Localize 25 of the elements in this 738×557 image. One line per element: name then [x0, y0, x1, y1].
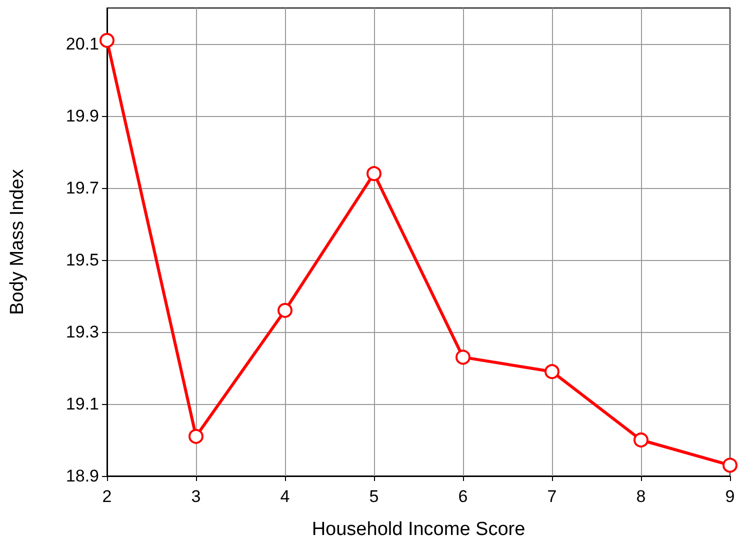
x-tick-label: 5: [369, 487, 379, 506]
point: [278, 302, 292, 318]
y-tick-label: 19.5: [66, 250, 99, 270]
x-tick-label: 4: [280, 487, 290, 506]
point: [188, 428, 204, 444]
y-tick-label: 18.9: [66, 466, 99, 486]
y-axis-title: Body Mass Index: [7, 168, 28, 315]
x-tick-label: 2: [102, 487, 112, 506]
point: [366, 166, 382, 182]
point: [634, 432, 648, 448]
y-tick-label: 19.3: [66, 322, 99, 342]
x-tick-label: 9: [725, 487, 735, 506]
point: [722, 458, 738, 473]
point: [544, 364, 560, 380]
x-tick-label: 3: [191, 487, 201, 506]
x-tick-label: 6: [458, 487, 468, 506]
y-tick-label: 19.7: [66, 178, 99, 198]
y-tick-label: 20.1: [66, 34, 99, 54]
y-tick-label: 19.9: [66, 106, 99, 126]
point: [456, 350, 470, 365]
point: [100, 32, 114, 48]
x-tick-label: 8: [636, 487, 646, 506]
x-axis-title: Household Income Score: [312, 519, 526, 540]
x-tick-label: 7: [547, 487, 557, 506]
y-tick-label: 19.1: [66, 394, 99, 414]
